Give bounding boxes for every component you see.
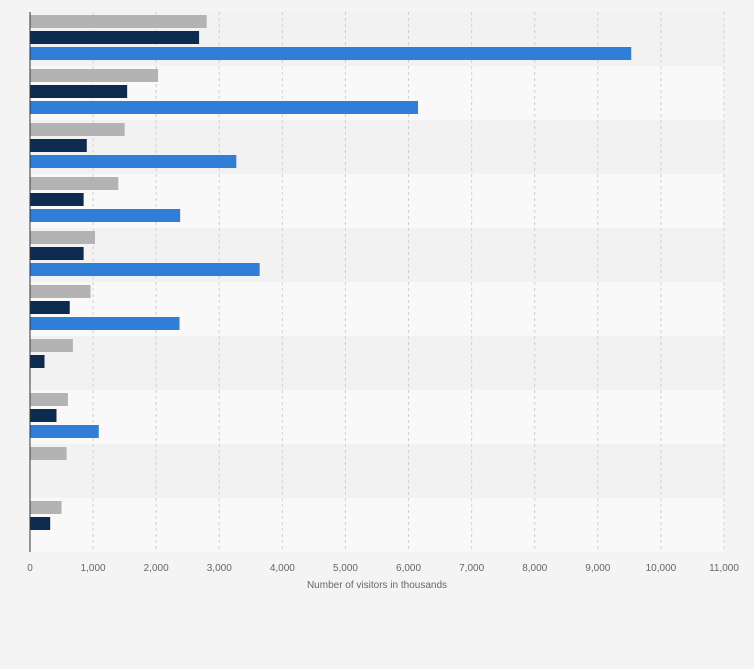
bar[interactable] xyxy=(30,247,84,260)
x-tick-label: 6,000 xyxy=(396,563,421,574)
x-axis-title: Number of visitors in thousands xyxy=(307,580,447,591)
bar[interactable] xyxy=(30,339,73,352)
bar[interactable] xyxy=(30,231,95,244)
bar[interactable] xyxy=(30,317,180,330)
bar[interactable] xyxy=(30,301,70,314)
bar[interactable] xyxy=(30,447,67,460)
x-tick-labels: 0 1,000 2,000 3,000 4,000 5,000 6,000 7,000 8,00… xyxy=(27,563,739,574)
bar[interactable] xyxy=(30,47,632,60)
x-tick-label: 11,000 xyxy=(709,563,739,574)
bar[interactable] xyxy=(30,409,57,422)
x-tick-label: 4,000 xyxy=(270,563,295,574)
bar[interactable] xyxy=(30,123,125,136)
x-tick-label: 3,000 xyxy=(207,563,232,574)
bar[interactable] xyxy=(30,15,207,28)
category-band xyxy=(30,444,724,498)
bar[interactable] xyxy=(30,85,128,98)
x-tick-label: 8,000 xyxy=(522,563,547,574)
bar[interactable] xyxy=(30,177,119,190)
bar[interactable] xyxy=(30,139,87,152)
bar[interactable] xyxy=(30,69,159,82)
bar[interactable] xyxy=(30,393,68,406)
bar[interactable] xyxy=(30,31,200,44)
x-tick-label: 9,000 xyxy=(585,563,610,574)
bar[interactable] xyxy=(30,193,84,206)
bar[interactable] xyxy=(30,101,419,114)
bar[interactable] xyxy=(30,517,51,530)
x-tick-label: 7,000 xyxy=(459,563,484,574)
x-tick-label: 10,000 xyxy=(646,563,677,574)
category-band xyxy=(30,390,724,444)
bar[interactable] xyxy=(30,209,181,222)
bar[interactable] xyxy=(30,425,99,438)
x-tick-label: 2,000 xyxy=(144,563,169,574)
x-tick-label: 0 xyxy=(27,563,33,574)
x-tick-label: 5,000 xyxy=(333,563,358,574)
category-band xyxy=(30,336,724,390)
bar[interactable] xyxy=(30,501,62,514)
bar[interactable] xyxy=(30,285,91,298)
bar[interactable] xyxy=(30,155,237,168)
x-tick-label: 1,000 xyxy=(81,563,106,574)
category-bands xyxy=(30,12,724,552)
bars xyxy=(30,15,632,530)
bar[interactable] xyxy=(30,263,260,276)
category-band xyxy=(30,498,724,552)
bar[interactable] xyxy=(30,355,45,368)
